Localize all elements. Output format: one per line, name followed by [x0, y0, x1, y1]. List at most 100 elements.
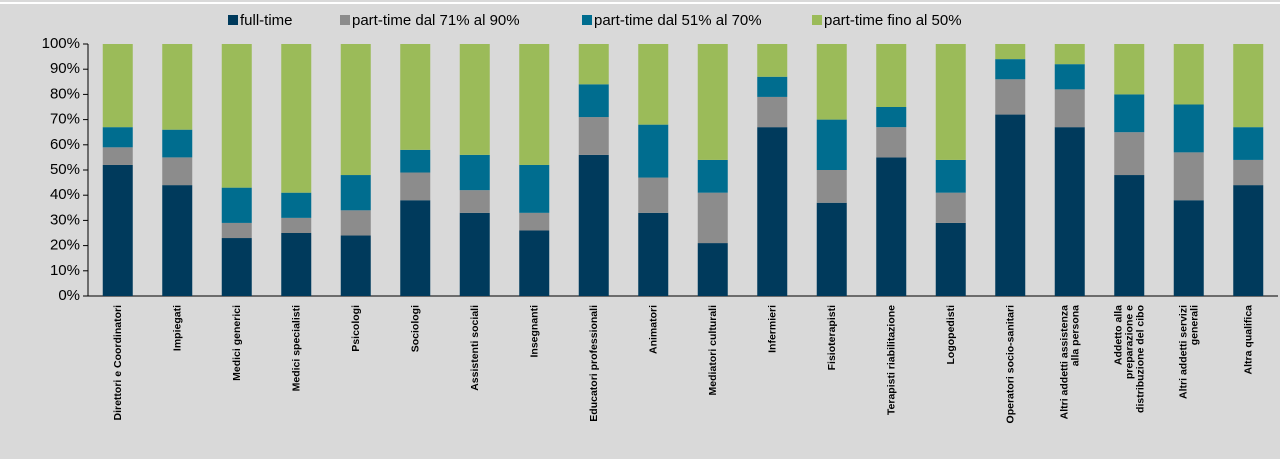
bar-segment: [459, 154, 490, 191]
y-tick-label: 40%: [50, 186, 80, 203]
bar-segment: [697, 243, 728, 296]
y-tick-label: 80%: [50, 85, 80, 102]
x-tick-label: Psicologi: [350, 305, 362, 352]
bar-segment: [1173, 152, 1204, 201]
bar-segment: [1114, 132, 1145, 176]
bar-segment: [221, 44, 252, 188]
bar-segment: [697, 44, 728, 160]
bar-segment: [638, 124, 669, 178]
bar-segment: [697, 192, 728, 244]
bar-segment: [638, 212, 669, 296]
bar-segment: [876, 157, 907, 296]
x-tick-label: Sociologi: [409, 305, 421, 352]
legend-swatch: [340, 15, 350, 25]
bar-segment: [1054, 64, 1085, 90]
bar-segment: [281, 192, 312, 218]
bar-segment: [162, 185, 193, 296]
x-tick-label: Altri addetti assistenzaalla persona: [1058, 305, 1081, 420]
x-tick-label: Educatori professionali: [588, 305, 600, 422]
x-tick-label: Mediatori culturali: [707, 305, 719, 396]
bar-segment: [102, 147, 133, 165]
y-tick-label: 50%: [50, 161, 80, 178]
x-tick-label: Addetto allapreparazione edistribuzione …: [1112, 305, 1146, 413]
bar-segment: [1054, 127, 1085, 296]
legend-swatch: [228, 15, 238, 25]
bar-segment: [459, 44, 490, 155]
bar-segment: [697, 159, 728, 193]
bar-segment: [102, 164, 133, 296]
bar-segment: [578, 44, 609, 85]
legend-label: part-time dal 51% al 70%: [594, 12, 762, 29]
bar-segment: [935, 192, 966, 223]
bar-segment: [102, 127, 133, 148]
bar-segment: [162, 157, 193, 186]
x-tick-label: Terapisti riabilitazione: [885, 305, 897, 415]
bar-segment: [1114, 94, 1145, 133]
bar-segment: [876, 127, 907, 158]
bar-segment: [281, 233, 312, 296]
y-tick-label: 0%: [58, 287, 80, 304]
y-tick-label: 10%: [50, 262, 80, 279]
bar-segment: [519, 212, 550, 231]
legend-label: full-time: [240, 12, 293, 29]
bar-segment: [816, 170, 847, 203]
bar-segment: [578, 117, 609, 155]
bar-segment: [995, 44, 1026, 60]
bar-segment: [340, 44, 371, 176]
bar-segment: [935, 222, 966, 296]
bar-segment: [162, 129, 193, 158]
x-tick-label: Animatori: [647, 305, 659, 354]
bar-segment: [1233, 185, 1264, 296]
bar-segment: [400, 44, 431, 150]
x-tick-label: Medici specialisti: [290, 305, 302, 391]
bar-segment: [519, 44, 550, 165]
x-tick-label: Altri addetti servizigenerali: [1177, 305, 1200, 399]
y-tick-label: 60%: [50, 136, 80, 153]
bar-segment: [221, 187, 252, 223]
bar-segment: [935, 159, 966, 193]
x-tick-label: Insegnanti: [528, 305, 540, 358]
bar-segment: [935, 44, 966, 160]
bar-segment: [1114, 175, 1145, 296]
bar-segment: [757, 44, 788, 77]
x-tick-label: Operatori socio-sanitari: [1004, 305, 1016, 424]
bar-segment: [578, 84, 609, 118]
bar-segment: [1054, 89, 1085, 128]
y-tick-label: 20%: [50, 237, 80, 254]
x-tick-label: Medici generici: [231, 305, 243, 381]
bar-segment: [995, 59, 1026, 80]
bar-segment: [1173, 104, 1204, 153]
bar-segment: [1173, 44, 1204, 105]
y-tick-label: 30%: [50, 211, 80, 228]
bar-segment: [221, 238, 252, 296]
x-tick-label: Altra qualifica: [1242, 305, 1254, 375]
bar-segment: [876, 44, 907, 107]
x-tick-label: Direttori e Coordinatori: [112, 305, 124, 421]
bar-segment: [281, 44, 312, 193]
bar-segment: [816, 202, 847, 296]
bar-segment: [400, 149, 431, 173]
y-tick-label: 100%: [42, 35, 80, 52]
bar-segment: [757, 76, 788, 97]
bar-segment: [757, 127, 788, 296]
bar-segment: [578, 154, 609, 296]
bar-segment: [519, 164, 550, 213]
bar-segment: [340, 175, 371, 211]
x-tick-label: Infermieri: [766, 305, 778, 353]
bar-segment: [995, 79, 1026, 115]
bar-segment: [757, 96, 788, 128]
bar-segment: [995, 114, 1026, 296]
bar-segment: [1173, 200, 1204, 296]
bar-segment: [221, 222, 252, 239]
x-tick-label: Assistenti sociali: [469, 305, 481, 391]
legend-label: part-time dal 71% al 90%: [352, 12, 520, 29]
legend-swatch: [582, 15, 592, 25]
y-tick-label: 70%: [50, 111, 80, 128]
bar-segment: [1233, 127, 1264, 160]
bar-segment: [1233, 159, 1264, 186]
x-tick-label: Impiegati: [171, 305, 183, 351]
legend-label: part-time fino al 50%: [824, 12, 962, 29]
bar-segment: [638, 44, 669, 125]
x-tick-label: Fisioterapisti: [826, 305, 838, 370]
bar-segment: [459, 212, 490, 296]
